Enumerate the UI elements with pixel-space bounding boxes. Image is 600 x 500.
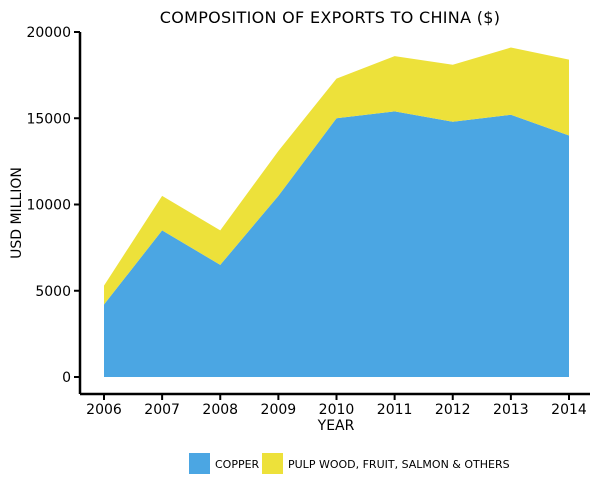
legend: COPPER PULP WOOD, FRUIT, SALMON & OTHERS [189,453,510,474]
x-tick-label: 2010 [319,402,355,418]
legend-label-2: PULP WOOD, FRUIT, SALMON & OTHERS [288,458,510,471]
y-tick-label: 10000 [26,198,71,214]
chart-title: COMPOSITION OF EXPORTS TO CHINA ($) [160,8,501,27]
x-tick-label: 2011 [377,402,413,418]
legend-swatch-2 [262,453,283,474]
y-tick-label: 20000 [26,25,71,41]
x-ticks: 2006 2007 2008 2009 2010 2011 2012 2013 2014 [86,394,587,418]
area-series-1 [104,111,569,377]
legend-swatch-1 [189,453,210,474]
x-tick-label: 2014 [551,402,587,418]
x-tick-label: 2008 [202,402,238,418]
y-tick-label: 5000 [35,284,71,300]
area-series-2 [104,47,569,305]
x-tick-label: 2013 [493,402,529,418]
y-ticks: 0 5000 10000 15000 20000 [26,25,80,386]
x-tick-label: 2006 [86,402,122,418]
y-axis-label: USD MILLION [9,167,25,259]
x-tick-label: 2012 [435,402,471,418]
y-tick-label: 0 [62,370,71,386]
legend-label-1: COPPER [215,458,260,471]
x-tick-label: 2009 [261,402,297,418]
area-layers [104,47,569,377]
x-tick-label: 2007 [144,402,180,418]
y-tick-label: 15000 [26,111,71,127]
x-axis-label: YEAR [317,418,355,434]
